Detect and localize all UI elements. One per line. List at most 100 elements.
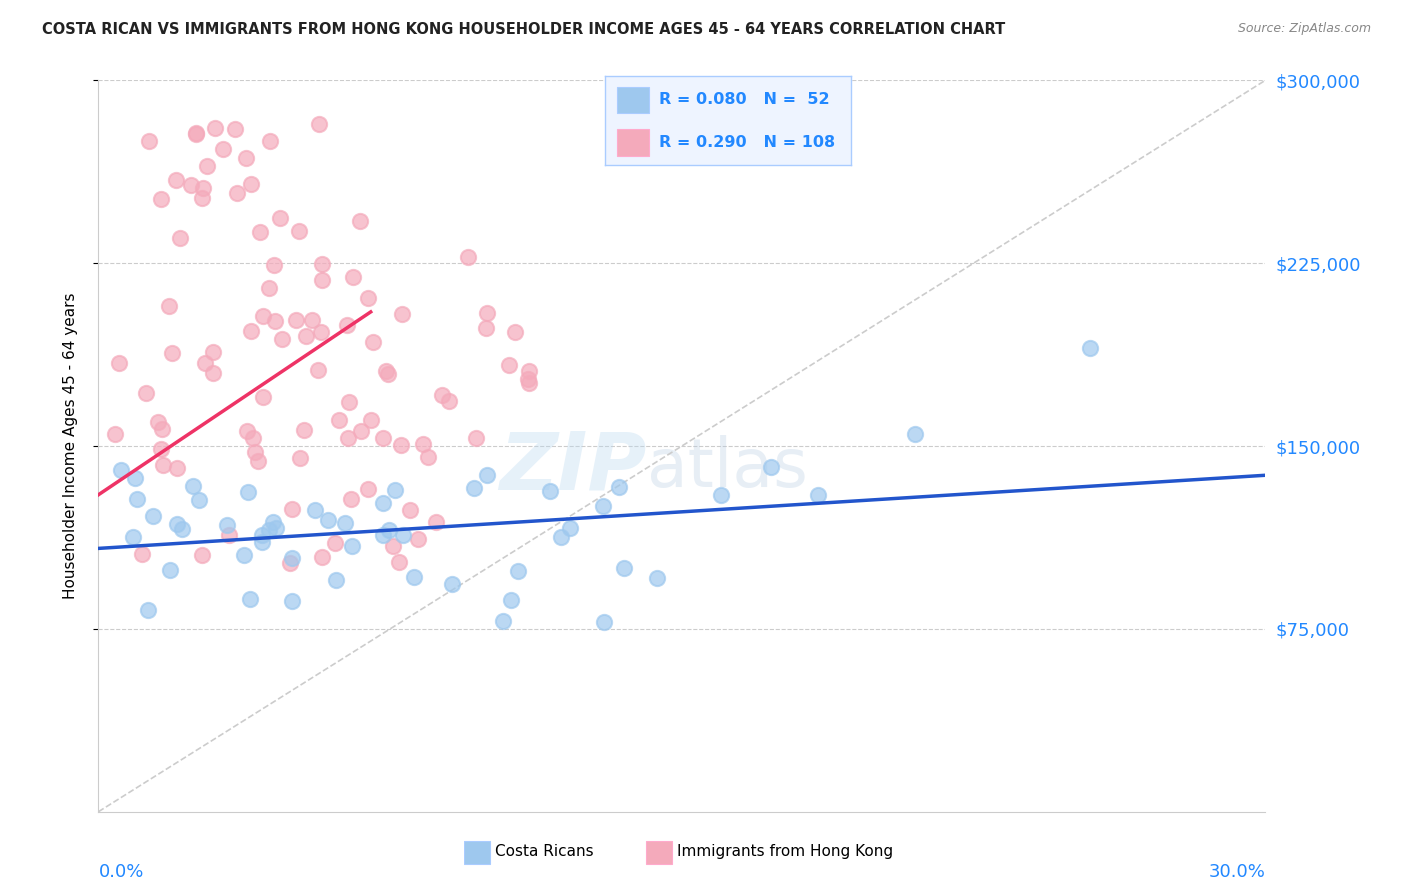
Point — [264, 521, 287, 535]
Point — [152, 458, 174, 472]
Point — [311, 550, 333, 565]
Point — [506, 564, 529, 578]
Point — [402, 570, 425, 584]
Point — [110, 462, 132, 476]
Point — [246, 454, 269, 468]
Text: R = 0.080   N =  52: R = 0.080 N = 52 — [658, 92, 830, 107]
Point — [280, 551, 302, 566]
Point — [150, 422, 173, 436]
Point — [457, 250, 479, 264]
Point — [169, 231, 191, 245]
Point — [188, 492, 211, 507]
Point — [252, 390, 274, 404]
Point — [239, 592, 262, 607]
Point — [361, 335, 384, 350]
Point — [538, 483, 561, 498]
Point — [325, 573, 347, 587]
Point — [412, 437, 434, 451]
Point — [550, 530, 572, 544]
Point — [378, 523, 401, 537]
Point — [191, 191, 214, 205]
Point — [270, 332, 292, 346]
Point — [342, 270, 364, 285]
Text: atlas: atlas — [647, 435, 808, 501]
Point — [475, 306, 498, 320]
Point — [184, 127, 207, 141]
Point — [377, 367, 399, 381]
Point — [191, 181, 214, 195]
Point — [204, 121, 226, 136]
Point — [710, 488, 733, 502]
Y-axis label: Householder Income Ages 45 - 64 years: Householder Income Ages 45 - 64 years — [63, 293, 77, 599]
Point — [517, 372, 540, 386]
Point — [191, 548, 214, 562]
Point — [250, 528, 273, 542]
Point — [1080, 342, 1102, 356]
Point — [592, 499, 614, 513]
Point — [389, 438, 412, 452]
Point — [131, 547, 153, 561]
Point — [136, 603, 159, 617]
Point — [236, 424, 259, 438]
Point — [301, 313, 323, 327]
Point — [308, 117, 330, 131]
Point — [124, 471, 146, 485]
Point — [235, 151, 257, 165]
Bar — [617, 87, 650, 113]
Point — [425, 515, 447, 529]
Point — [904, 426, 927, 441]
Point — [607, 480, 630, 494]
Point — [212, 142, 235, 156]
Point — [269, 211, 291, 225]
Point — [259, 281, 281, 295]
Point — [278, 556, 301, 570]
Point — [337, 431, 360, 445]
Point — [465, 432, 488, 446]
Point — [498, 358, 520, 372]
Point — [249, 225, 271, 239]
Point — [281, 502, 304, 516]
Point — [295, 329, 318, 343]
Bar — [645, 841, 672, 864]
Point — [339, 492, 361, 507]
Point — [371, 528, 394, 542]
Point — [125, 491, 148, 506]
Point — [349, 213, 371, 227]
Point — [166, 461, 188, 475]
Point — [463, 481, 485, 495]
Point — [316, 513, 339, 527]
Text: Source: ZipAtlas.com: Source: ZipAtlas.com — [1237, 22, 1371, 36]
Point — [382, 539, 405, 553]
Point — [416, 450, 439, 464]
Point — [288, 450, 311, 465]
Point — [104, 427, 127, 442]
Point — [138, 134, 160, 148]
Text: Immigrants from Hong Kong: Immigrants from Hong Kong — [676, 845, 893, 859]
Point — [157, 299, 180, 313]
Point — [492, 614, 515, 628]
Point — [311, 326, 333, 340]
Point — [311, 257, 333, 271]
Point — [336, 318, 359, 332]
Point — [149, 442, 172, 457]
Point — [194, 356, 217, 370]
Point — [195, 159, 218, 173]
Point — [142, 509, 165, 524]
Point — [323, 536, 346, 550]
Point — [160, 346, 183, 360]
Point — [215, 517, 238, 532]
Point — [159, 563, 181, 577]
Text: ZIP: ZIP — [499, 429, 647, 507]
Text: 30.0%: 30.0% — [1209, 863, 1265, 881]
Point — [232, 548, 254, 562]
Point — [186, 126, 208, 140]
Point — [357, 291, 380, 305]
Point — [761, 460, 783, 475]
Bar — [464, 841, 491, 864]
Point — [311, 273, 333, 287]
Point — [263, 258, 285, 272]
Point — [337, 394, 360, 409]
Point — [503, 325, 526, 339]
Point — [304, 503, 326, 517]
Text: R = 0.290   N = 108: R = 0.290 N = 108 — [658, 135, 835, 150]
